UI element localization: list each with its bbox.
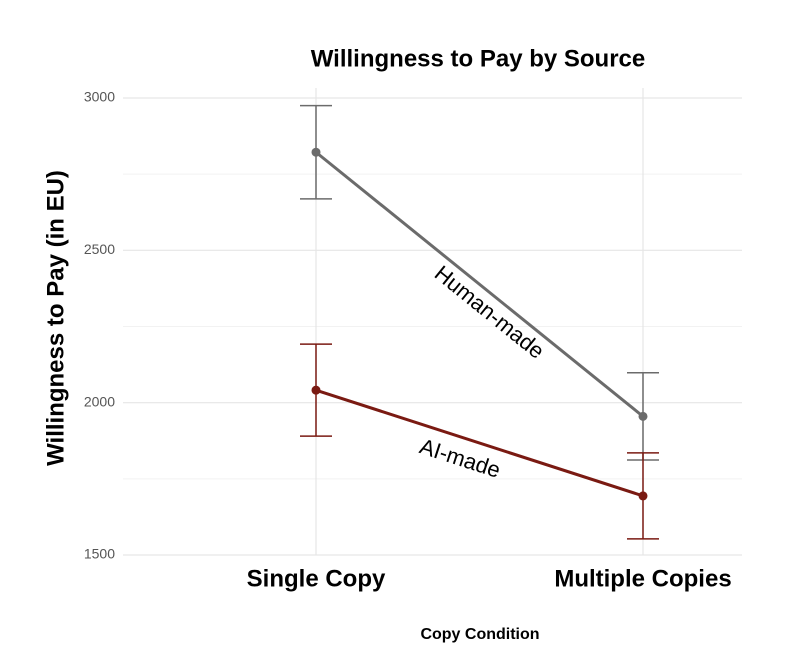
x-tick-label: Multiple Copies <box>554 565 731 592</box>
data-point <box>638 491 648 501</box>
data-point <box>311 147 321 157</box>
x-tick-label: Single Copy <box>247 565 386 592</box>
y-tick-label: 2500 <box>84 241 115 257</box>
y-axis-label: Willingness to Pay (in EU) <box>42 170 69 466</box>
series-label: Human-made <box>430 260 549 363</box>
y-tick-label: 3000 <box>84 89 115 105</box>
chart-title: Willingness to Pay by Source <box>311 45 646 72</box>
series-label: AI-made <box>417 433 504 482</box>
y-tick-label: 1500 <box>84 546 115 562</box>
y-tick-label: 2000 <box>84 393 115 409</box>
series-line <box>315 388 644 498</box>
data-point <box>311 385 321 395</box>
series-line <box>315 151 644 418</box>
x-axis-label: Copy Condition <box>420 626 539 643</box>
data-point <box>638 411 648 421</box>
